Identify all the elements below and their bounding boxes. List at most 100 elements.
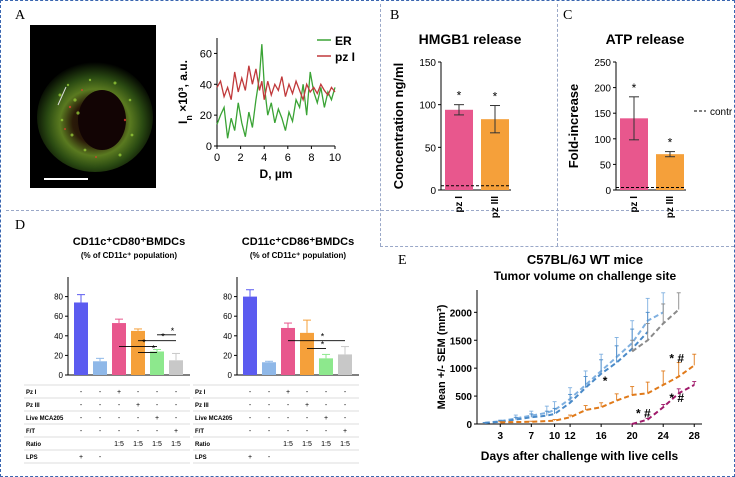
table-cell: - bbox=[80, 402, 83, 409]
y-tick-label: 1000 bbox=[450, 364, 473, 375]
table-cell: - bbox=[156, 389, 159, 396]
bar-1 bbox=[262, 362, 276, 375]
x-tick-label: 3 bbox=[497, 431, 503, 442]
y-tick-label: 40 bbox=[200, 79, 212, 91]
y-tick-label: 0 bbox=[228, 371, 233, 380]
y-axis-label: In ×10³, a.u. bbox=[176, 60, 194, 124]
chart-title: HMGB1 release bbox=[419, 31, 522, 47]
table-cell: - bbox=[325, 428, 328, 435]
bar-5 bbox=[338, 354, 352, 375]
table-cell: - bbox=[344, 415, 347, 422]
series-line-1 bbox=[484, 331, 649, 424]
table-cell: - bbox=[344, 389, 347, 396]
bar-0 bbox=[445, 109, 473, 190]
chart-c: ATP release 0 50 100 150 200 250 * pz I * pz III Fo… bbox=[566, 31, 732, 218]
x-axis-label: D, µm bbox=[260, 167, 293, 181]
table-row-label: Live MCA205 bbox=[26, 416, 64, 422]
legend-label: ER bbox=[335, 34, 352, 48]
table-cell: 1:5 bbox=[283, 441, 293, 448]
table-cell: - bbox=[80, 428, 83, 435]
table-cell: - bbox=[268, 402, 271, 409]
y-tick-label: 0 bbox=[605, 186, 611, 197]
chart-title: CD11c⁺CD80⁺BMDCs bbox=[73, 236, 185, 248]
x-tick-label: 2 bbox=[238, 152, 244, 164]
chart-d: CD11c⁺CD80⁺BMDCs (% of CD11c⁺ population)… bbox=[24, 236, 359, 464]
bar-0 bbox=[243, 296, 257, 375]
table-cell: - bbox=[137, 428, 140, 435]
x-tick-label: 10 bbox=[549, 431, 561, 442]
x-tick-label: 7 bbox=[529, 431, 535, 442]
table-row-label: LPS bbox=[195, 455, 207, 461]
bar-4 bbox=[150, 351, 164, 375]
table-cell: - bbox=[99, 428, 102, 435]
y-tick-label: 20 bbox=[223, 351, 232, 360]
table-cell: + bbox=[305, 402, 309, 409]
significance-mark: * bbox=[171, 326, 175, 336]
y-tick-label: 150 bbox=[419, 58, 436, 69]
table-row-label: F/T bbox=[26, 429, 35, 435]
y-tick-label: 0 bbox=[206, 141, 212, 153]
series-line-4 bbox=[631, 384, 695, 425]
table-cell: - bbox=[99, 389, 102, 396]
panel-label-e: E bbox=[398, 253, 407, 268]
y-tick-label: 40 bbox=[223, 332, 232, 341]
y-axis-label: Mean +/- SEM (mm³) bbox=[436, 304, 448, 409]
y-axis-label: Concentration ng/ml bbox=[391, 63, 406, 189]
y-tick-label: 20 bbox=[54, 351, 63, 360]
chart-subtitle: (% of CD11c⁺ population) bbox=[81, 251, 178, 260]
bar-1 bbox=[656, 154, 684, 190]
significance-mark: * bbox=[457, 89, 462, 103]
x-tick-label: 0 bbox=[214, 152, 220, 164]
x-tick-label: pz I bbox=[454, 196, 465, 213]
chart-subtitle: (% of CD11c⁺ population) bbox=[250, 251, 347, 260]
table-row-label: Pz III bbox=[195, 403, 209, 409]
y-tick-label: 100 bbox=[419, 101, 436, 112]
table-cell: + bbox=[286, 389, 290, 396]
y-tick-label: 200 bbox=[594, 84, 611, 95]
significance-mark: * bbox=[152, 343, 156, 353]
separator-v1 bbox=[380, 4, 381, 246]
table-cell: + bbox=[343, 428, 347, 435]
bar-4 bbox=[319, 358, 333, 375]
chart-a: 0 2 4 6 8 10 0 20 40 60 ER pz I In ×10³, a.u. D, µm bbox=[176, 34, 355, 181]
table-cell: - bbox=[268, 415, 271, 422]
x-tick-label: 6 bbox=[285, 152, 291, 164]
panel-label-b: B bbox=[390, 8, 400, 23]
significance-mark: * bbox=[603, 374, 608, 388]
table-cell: - bbox=[325, 389, 328, 396]
table-cell: - bbox=[137, 389, 140, 396]
table-cell: - bbox=[249, 415, 252, 422]
separator-top bbox=[6, 210, 734, 211]
x-tick-label: 16 bbox=[596, 431, 608, 442]
series-line-0 bbox=[216, 44, 336, 139]
significance-mark: * # bbox=[636, 406, 651, 420]
chart-e: C57BL/6J WT mice Tumor volume on challeng… bbox=[436, 252, 702, 463]
table-cell: + bbox=[324, 415, 328, 422]
y-tick-label: 500 bbox=[455, 392, 472, 403]
chart-title: C57BL/6J WT mice bbox=[527, 252, 643, 267]
table-cell: - bbox=[268, 389, 271, 396]
significance-mark: * bbox=[632, 81, 637, 95]
panel-label-d: D bbox=[15, 218, 26, 233]
significance-mark: * bbox=[493, 90, 498, 104]
table-cell: - bbox=[287, 415, 290, 422]
table-cell: + bbox=[248, 454, 252, 461]
significance-mark: * bbox=[668, 136, 673, 150]
series-line-1 bbox=[216, 65, 336, 102]
x-tick-label: 28 bbox=[689, 431, 701, 442]
table-cell: - bbox=[325, 402, 328, 409]
table-cell: 1:5 bbox=[340, 441, 350, 448]
y-tick-label: 20 bbox=[200, 110, 212, 122]
separator-v2 bbox=[557, 4, 558, 246]
chart-title: CD11c⁺CD86⁺BMDCs bbox=[242, 236, 354, 248]
x-tick-label: 20 bbox=[627, 431, 639, 442]
table-cell: + bbox=[155, 415, 159, 422]
y-tick-label: 1500 bbox=[450, 336, 473, 347]
series-line-2 bbox=[631, 308, 680, 353]
y-tick-label: 60 bbox=[200, 48, 212, 60]
table-cell: - bbox=[118, 428, 121, 435]
y-tick-label: 0 bbox=[466, 420, 472, 431]
y-tick-label: 0 bbox=[430, 186, 436, 197]
y-tick-label: 2000 bbox=[450, 308, 473, 319]
y-tick-label: 80 bbox=[223, 293, 232, 302]
